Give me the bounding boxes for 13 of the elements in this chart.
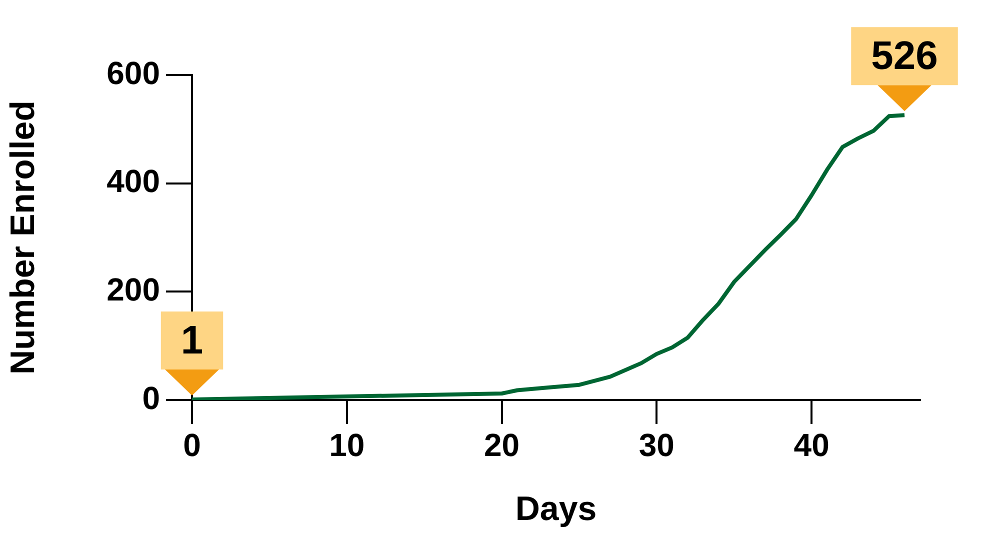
y-tick-label: 200 [106, 271, 160, 308]
x-axis-title: Days [515, 490, 597, 528]
x-tick-label: 0 [183, 427, 201, 464]
x-tick-label: 10 [329, 427, 365, 464]
x-tick-label: 30 [638, 427, 674, 464]
y-axis-title: Number Enrolled [4, 100, 42, 374]
x-tick-label: 20 [484, 427, 520, 464]
y-tick-label: 400 [106, 163, 160, 200]
annotation: 526 [871, 34, 938, 78]
y-tick-label: 0 [142, 380, 160, 416]
x-tick-label: 40 [794, 427, 830, 464]
y-tick-label: 600 [106, 54, 160, 91]
annotation: 1 [180, 318, 204, 362]
